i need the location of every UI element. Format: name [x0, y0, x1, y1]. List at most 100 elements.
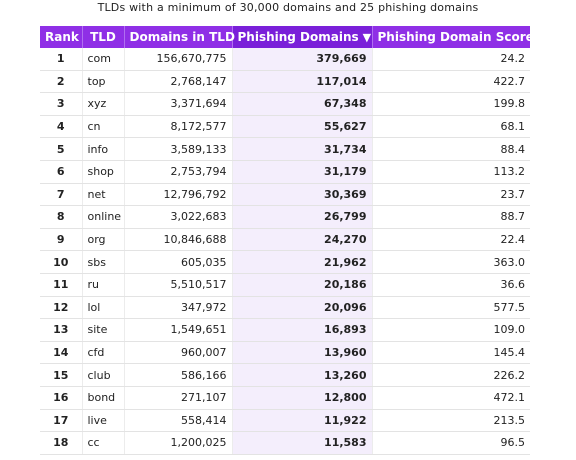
cell-phishing-score: 472.1 [372, 386, 530, 410]
cell-tld: top [82, 70, 125, 94]
cell-rank: 7 [40, 183, 83, 207]
column-header-label: Rank [45, 30, 79, 44]
cell-tld: info [82, 137, 125, 161]
cell-rank: 2 [40, 70, 83, 94]
table-body: 1 com 156,670,775 379,669 24.2 2 top 2,768,147 1… [40, 48, 530, 455]
cell-rank: 1 [40, 48, 83, 71]
cell-phishing-score: 213.5 [372, 409, 530, 433]
cell-tld: cn [82, 115, 125, 139]
cell-rank: 9 [40, 228, 83, 252]
cell-phishing-domains: 20,186 [232, 273, 373, 297]
cell-phishing-score: 422.7 [372, 70, 530, 94]
cell-phishing-domains: 31,734 [232, 137, 373, 161]
cell-tld: bond [82, 386, 125, 410]
column-header-tld[interactable]: TLD [82, 26, 125, 48]
cell-rank: 16 [40, 386, 83, 410]
cell-domains: 5,510,517 [124, 273, 233, 297]
table-row: 12 lol 347,972 20,096 577.5 [40, 296, 530, 320]
cell-phishing-score: 113.2 [372, 160, 530, 184]
column-header-rank[interactable]: Rank [40, 26, 83, 48]
cell-phishing-score: 88.4 [372, 137, 530, 161]
table-row: 18 cc 1,200,025 11,583 96.5 [40, 431, 530, 455]
cell-domains: 3,022,683 [124, 205, 233, 229]
cell-phishing-domains: 21,962 [232, 250, 373, 274]
cell-rank: 10 [40, 250, 83, 274]
column-header-domains[interactable]: Domains in TLD [124, 26, 235, 48]
table-row: 3 xyz 3,371,694 67,348 199.8 [40, 92, 530, 116]
cell-tld: sbs [82, 250, 125, 274]
cell-phishing-domains: 55,627 [232, 115, 373, 139]
cell-domains: 2,768,147 [124, 70, 233, 94]
table-row: 11 ru 5,510,517 20,186 36.6 [40, 273, 530, 297]
cell-rank: 5 [40, 137, 83, 161]
cell-rank: 3 [40, 92, 83, 116]
cell-domains: 2,753,794 [124, 160, 233, 184]
cell-tld: shop [82, 160, 125, 184]
cell-tld: club [82, 363, 125, 387]
cell-phishing-domains: 31,179 [232, 160, 373, 184]
cell-phishing-domains: 11,922 [232, 409, 373, 433]
table-row: 15 club 586,166 13,260 226.2 [40, 363, 530, 387]
cell-phishing-score: 109.0 [372, 318, 530, 342]
column-header-phishing-score[interactable]: Phishing Domain Score [372, 26, 534, 48]
cell-tld: site [82, 318, 125, 342]
table-row: 1 com 156,670,775 379,669 24.2 [40, 48, 530, 71]
header-row: Rank TLD Domains in TLD Phishing Domains… [40, 26, 534, 48]
column-header-label: Phishing Domains [237, 30, 359, 44]
column-header-label: TLD [90, 30, 116, 44]
cell-phishing-domains: 379,669 [232, 48, 373, 71]
cell-domains: 586,166 [124, 363, 233, 387]
cell-rank: 14 [40, 341, 83, 365]
cell-phishing-domains: 13,260 [232, 363, 373, 387]
cell-phishing-score: 68.1 [372, 115, 530, 139]
cell-domains: 12,796,792 [124, 183, 233, 207]
cell-phishing-score: 23.7 [372, 183, 530, 207]
cell-tld: ru [82, 273, 125, 297]
cell-rank: 15 [40, 363, 83, 387]
sort-descending-icon: ▼ [362, 31, 372, 44]
cell-phishing-score: 22.4 [372, 228, 530, 252]
cell-rank: 12 [40, 296, 83, 320]
cell-tld: lol [82, 296, 125, 320]
column-header-label: Domains in TLD [129, 30, 235, 44]
cell-phishing-score: 36.6 [372, 273, 530, 297]
table-row: 2 top 2,768,147 117,014 422.7 [40, 70, 530, 94]
cell-domains: 10,846,688 [124, 228, 233, 252]
column-header-phishing-domains[interactable]: Phishing Domains ▼ [232, 26, 373, 48]
table-row: 6 shop 2,753,794 31,179 113.2 [40, 160, 530, 184]
table-row: 7 net 12,796,792 30,369 23.7 [40, 183, 530, 207]
cell-rank: 8 [40, 205, 83, 229]
table-row: 10 sbs 605,035 21,962 363.0 [40, 250, 530, 274]
cell-tld: com [82, 48, 125, 71]
cell-phishing-score: 24.2 [372, 48, 530, 71]
cell-domains: 1,549,651 [124, 318, 233, 342]
cell-phishing-score: 88.7 [372, 205, 530, 229]
cell-rank: 6 [40, 160, 83, 184]
cell-tld: net [82, 183, 125, 207]
cell-rank: 18 [40, 431, 83, 455]
cell-tld: xyz [82, 92, 125, 116]
cell-tld: cfd [82, 341, 125, 365]
cell-phishing-score: 96.5 [372, 431, 530, 455]
table-row: 17 live 558,414 11,922 213.5 [40, 409, 530, 433]
cell-domains: 347,972 [124, 296, 233, 320]
cell-phishing-score: 226.2 [372, 363, 530, 387]
cell-domains: 156,670,775 [124, 48, 233, 71]
table-row: 8 online 3,022,683 26,799 88.7 [40, 205, 530, 229]
cell-phishing-score: 199.8 [372, 92, 530, 116]
tld-phishing-table: Rank TLD Domains in TLD Phishing Domains… [40, 26, 534, 455]
cell-phishing-domains: 117,014 [232, 70, 373, 94]
cell-phishing-domains: 20,096 [232, 296, 373, 320]
table-row: 9 org 10,846,688 24,270 22.4 [40, 228, 530, 252]
cell-phishing-domains: 30,369 [232, 183, 373, 207]
cell-phishing-score: 577.5 [372, 296, 530, 320]
cell-phishing-domains: 12,800 [232, 386, 373, 410]
cell-phishing-domains: 13,960 [232, 341, 373, 365]
table-row: 4 cn 8,172,577 55,627 68.1 [40, 115, 530, 139]
cell-phishing-domains: 11,583 [232, 431, 373, 455]
cell-domains: 1,200,025 [124, 431, 233, 455]
cell-domains: 8,172,577 [124, 115, 233, 139]
cell-phishing-score: 145.4 [372, 341, 530, 365]
table-caption: TLDs with a minimum of 30,000 domains an… [97, 1, 479, 14]
cell-phishing-domains: 24,270 [232, 228, 373, 252]
